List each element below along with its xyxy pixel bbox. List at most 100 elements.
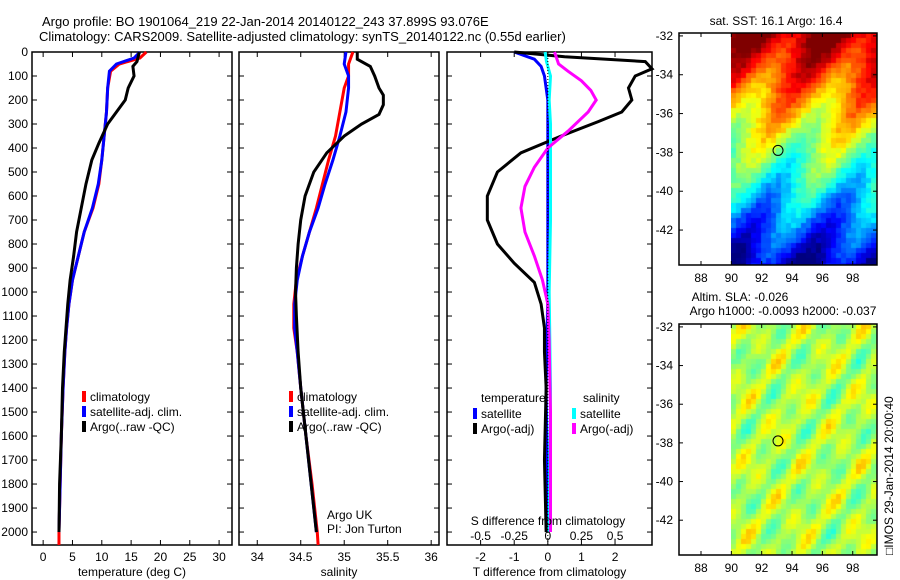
x-tick-label: 15 bbox=[124, 550, 138, 564]
series-s-argo-adj- bbox=[519, 51, 598, 533]
lon-tick-label: 92 bbox=[755, 271, 769, 285]
y-tick-label: 1000 bbox=[1, 285, 28, 299]
y-tick-label: 1800 bbox=[1, 477, 28, 491]
legend-label: satellite-adj. clim. bbox=[297, 405, 389, 419]
series-t-argo-adj- bbox=[485, 50, 655, 533]
map-frame-sla_map bbox=[678, 323, 878, 556]
y-tick-label: 0 bbox=[21, 45, 28, 59]
series-climatology bbox=[292, 51, 355, 546]
x2-tick-label: 0.5 bbox=[607, 529, 624, 543]
y-tick-label: 1500 bbox=[1, 405, 28, 419]
lat-tick-label: -34 bbox=[656, 68, 674, 82]
lon-tick-label: 88 bbox=[694, 271, 708, 285]
lat-tick-label: -42 bbox=[656, 513, 674, 527]
legend-swatch bbox=[572, 423, 576, 434]
series-satellite-adj-clim- bbox=[293, 51, 351, 533]
x-tick-label: -1 bbox=[509, 550, 520, 564]
map-title: Altim. SLA: -0.026 bbox=[692, 290, 789, 304]
sst-heatmap bbox=[731, 33, 877, 265]
lon-tick-label: 94 bbox=[785, 561, 799, 575]
lon-tick-label: 94 bbox=[785, 271, 799, 285]
legend-swatch bbox=[289, 421, 293, 432]
lon-tick-label: 96 bbox=[816, 271, 830, 285]
x-tick-label: 25 bbox=[183, 550, 197, 564]
legend-swatch bbox=[473, 423, 477, 434]
series-argo-raw-qc- bbox=[57, 51, 141, 533]
map-title: sat. SST: 16.1 Argo: 16.4 bbox=[710, 14, 843, 28]
x2-tick-label: -0.5 bbox=[470, 529, 491, 543]
lat-tick-label: -36 bbox=[656, 397, 674, 411]
sla-heatmap bbox=[731, 324, 877, 555]
y-tick-label: 1600 bbox=[1, 429, 28, 443]
y-tick-label: 1300 bbox=[1, 357, 28, 371]
legend-label: satellite bbox=[580, 407, 621, 421]
lon-tick-label: 92 bbox=[755, 561, 769, 575]
series-t-satellite bbox=[513, 50, 550, 533]
x-axis-label: temperature (deg C) bbox=[78, 565, 186, 579]
x-tick-label: 34 bbox=[251, 550, 265, 564]
y-tick-label: 1200 bbox=[1, 333, 28, 347]
y-tick-label: 600 bbox=[8, 189, 28, 203]
legend-label: Argo(..raw -QC) bbox=[90, 420, 175, 434]
legend-swatch bbox=[82, 406, 86, 417]
x-tick-label: 20 bbox=[154, 550, 168, 564]
y-tick-label: 2000 bbox=[1, 525, 28, 539]
y-tick-label: 1100 bbox=[2, 309, 28, 323]
legend-label: climatology bbox=[90, 390, 150, 404]
legend-title: salinity bbox=[583, 391, 620, 405]
x-axis-label: T difference from climatology bbox=[473, 565, 627, 579]
y-tick-label: 300 bbox=[8, 117, 28, 131]
lon-tick-label: 90 bbox=[725, 561, 739, 575]
plot-frame-temperature bbox=[31, 51, 233, 546]
y-tick-label: 1900 bbox=[1, 501, 28, 515]
lon-tick-label: 90 bbox=[725, 271, 739, 285]
plot-frame-difference bbox=[446, 51, 653, 546]
x-axis-label: salinity bbox=[321, 565, 358, 579]
map-frame-sst_map bbox=[678, 32, 878, 266]
legend-label: climatology bbox=[297, 390, 357, 404]
lat-tick-label: -36 bbox=[656, 107, 674, 121]
lat-tick-label: -40 bbox=[656, 475, 674, 489]
lat-tick-label: -38 bbox=[656, 145, 674, 159]
argo-position-marker bbox=[772, 144, 784, 156]
y-tick-label: 400 bbox=[8, 141, 28, 155]
title-line-1: Argo profile: BO 1901064_219 22-Jan-2014… bbox=[42, 14, 489, 29]
lat-tick-label: -32 bbox=[656, 320, 674, 334]
series-satellite-adj-clim- bbox=[57, 50, 141, 533]
x-tick-label: -2 bbox=[475, 550, 486, 564]
plot-frame-salinity bbox=[238, 51, 440, 546]
lat-tick-label: -34 bbox=[656, 359, 674, 373]
lat-tick-label: -40 bbox=[656, 184, 674, 198]
y-tick-label: 1700 bbox=[1, 453, 28, 467]
title-line-2: Climatology: CARS2009. Satellite-adjuste… bbox=[39, 29, 566, 44]
y-tick-label: 900 bbox=[8, 261, 28, 275]
x2-tick-label: 0.25 bbox=[570, 529, 594, 543]
legend-label: Argo(..raw -QC) bbox=[297, 420, 382, 434]
lat-tick-label: -42 bbox=[656, 223, 674, 237]
lat-tick-label: -38 bbox=[656, 436, 674, 450]
lat-tick-label: -32 bbox=[656, 29, 674, 43]
x-tick-label: 0 bbox=[40, 550, 47, 564]
legend-label: Argo(-adj) bbox=[580, 422, 633, 436]
y-tick-label: 500 bbox=[8, 165, 28, 179]
series-argo-raw-qc- bbox=[294, 52, 385, 533]
lon-tick-label: 88 bbox=[694, 561, 708, 575]
x-tick-label: 34.5 bbox=[289, 550, 313, 564]
x-tick-label: 35 bbox=[338, 550, 352, 564]
map-subtitle: Argo h1000: -0.0093 h2000: -0.037 bbox=[690, 304, 877, 318]
y-tick-label: 1400 bbox=[1, 381, 28, 395]
x-tick-label: 0 bbox=[544, 550, 551, 564]
credit-line-1: Argo UK bbox=[327, 508, 373, 522]
legend-label: satellite-adj. clim. bbox=[90, 405, 182, 419]
series-climatology bbox=[57, 50, 148, 545]
x-tick-label: 36 bbox=[424, 550, 438, 564]
x-tick-label: 1 bbox=[578, 550, 585, 564]
y-tick-label: 800 bbox=[8, 237, 28, 251]
x-tick-label: 10 bbox=[95, 550, 109, 564]
credit-line-2: PI: Jon Turton bbox=[327, 522, 402, 536]
x-tick-label: 2 bbox=[612, 550, 619, 564]
legend-swatch bbox=[289, 391, 293, 402]
x2-tick-label: -0.25 bbox=[501, 529, 529, 543]
x-tick-label: 5 bbox=[69, 550, 76, 564]
lon-tick-label: 96 bbox=[816, 561, 830, 575]
